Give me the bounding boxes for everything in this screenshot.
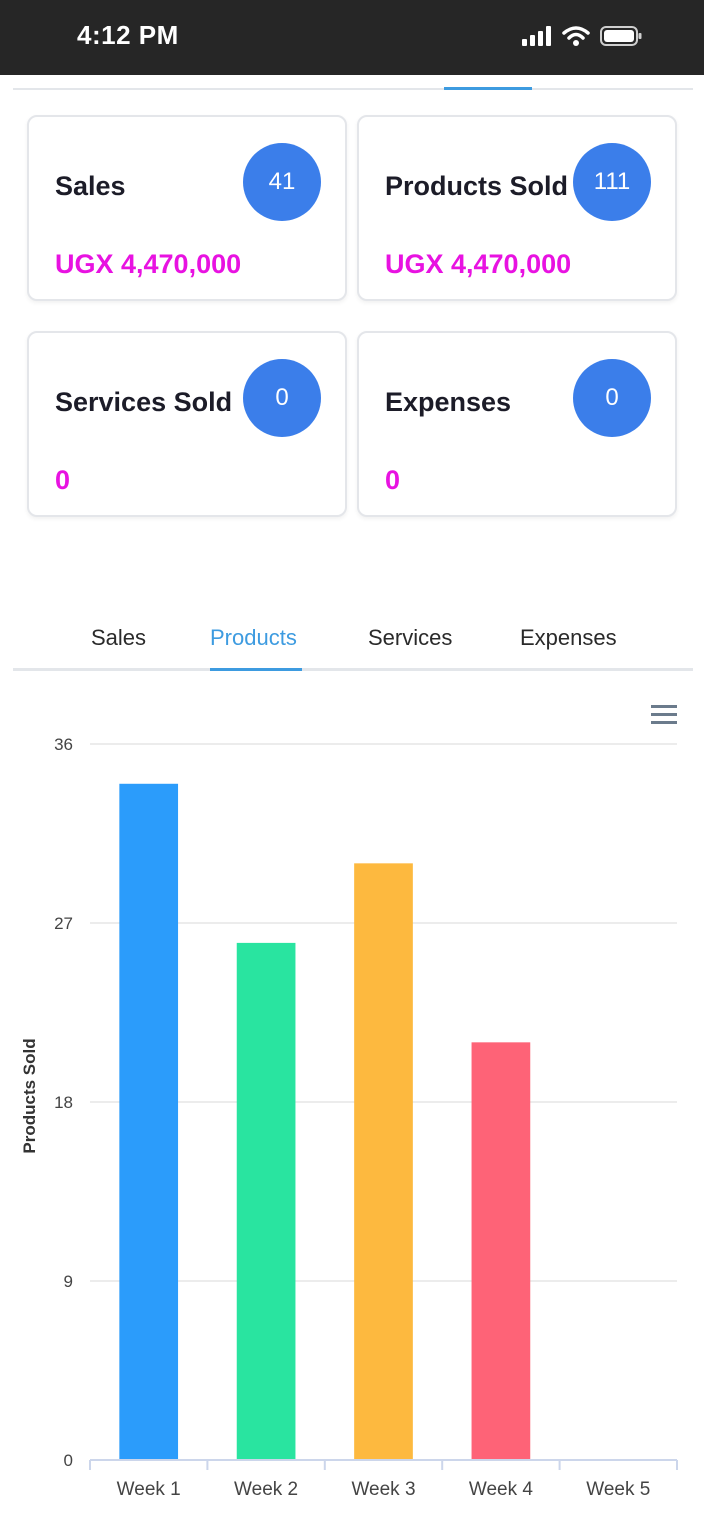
x-tick-label: Week 5 [586, 1479, 650, 1500]
tab-services[interactable]: Services [368, 625, 453, 650]
card-count-badge: 0 [243, 359, 321, 437]
card-title: Products Sold [385, 171, 569, 201]
card-value: 0 [55, 465, 71, 495]
x-tick-label: Week 1 [117, 1479, 181, 1500]
tabs-rule [13, 668, 693, 671]
card-count-badge: 0 [573, 359, 651, 437]
products-sold-chart: 0 9 18 27 36 Week 1 Week 2 Week 3 Week 4 Week 5 P… [20, 735, 678, 1500]
tab-active-underline [210, 668, 302, 671]
x-tick-label: Week 4 [469, 1479, 534, 1500]
card-title: Services Sold [55, 387, 233, 417]
top-tabs-active-indicator [444, 87, 532, 90]
tab-expenses[interactable]: Expenses [520, 625, 617, 650]
status-icons [522, 22, 642, 50]
card-expenses[interactable]: Expenses 0 0 [357, 331, 677, 517]
signal-icon [522, 26, 551, 46]
card-value: 0 [385, 465, 401, 495]
y-tick-label: 18 [54, 1093, 73, 1112]
card-count-badge: 111 [573, 143, 651, 221]
bar[interactable] [236, 942, 296, 1460]
bar[interactable] [471, 1042, 531, 1460]
y-tick-label: 9 [64, 1272, 73, 1291]
battery-icon [600, 26, 642, 46]
card-sales[interactable]: Sales 41 UGX 4,470,000 [27, 115, 347, 301]
top-tabs-rule [13, 88, 693, 90]
y-tick-label: 27 [54, 914, 73, 933]
card-value: UGX 4,470,000 [55, 249, 242, 279]
bar[interactable] [119, 783, 179, 1460]
y-tick-label: 36 [54, 735, 73, 754]
chart-tabs: Sales Products Services Expenses [13, 600, 693, 672]
tab-sales[interactable]: Sales [91, 625, 147, 650]
card-services-sold[interactable]: Services Sold 0 0 [27, 331, 347, 517]
x-tick-label: Week 2 [234, 1479, 298, 1500]
bar[interactable] [354, 863, 413, 1460]
wifi-icon [562, 26, 590, 46]
status-bar: 4:12 PM [0, 0, 704, 75]
card-products-sold[interactable]: Products Sold 111 UGX 4,470,000 [357, 115, 677, 301]
card-title: Sales [55, 171, 126, 201]
y-tick-label: 0 [64, 1451, 73, 1470]
y-axis-label: Products Sold [20, 1038, 39, 1153]
card-count-badge: 41 [243, 143, 321, 221]
chart-menu-icon[interactable] [651, 705, 677, 725]
status-time: 4:12 PM [77, 20, 179, 50]
tab-products[interactable]: Products [210, 625, 297, 650]
card-title: Expenses [385, 387, 512, 417]
card-value: UGX 4,470,000 [385, 249, 572, 279]
x-tick-label: Week 3 [351, 1479, 415, 1500]
